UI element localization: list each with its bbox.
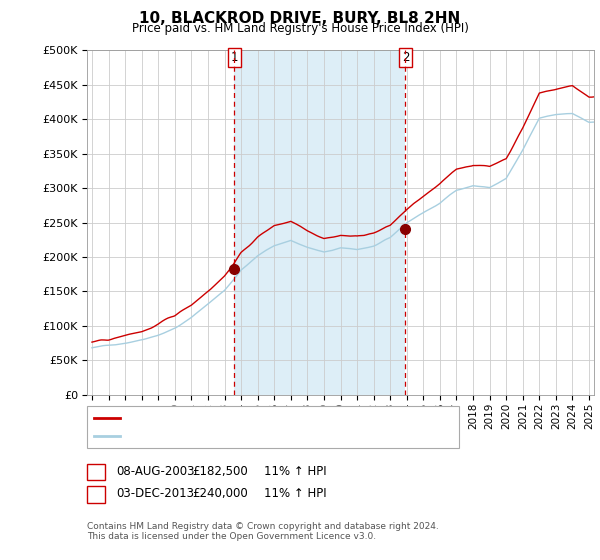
Text: 08-AUG-2003: 08-AUG-2003 (116, 465, 194, 478)
Bar (235, 50, 406, 395)
Text: 11% ↑ HPI: 11% ↑ HPI (264, 465, 326, 478)
Text: £182,500: £182,500 (192, 465, 248, 478)
Text: 2: 2 (92, 487, 100, 501)
Text: 03-DEC-2013: 03-DEC-2013 (116, 487, 194, 501)
Text: 10, BLACKROD DRIVE, BURY, BL8 2HN (detached house): 10, BLACKROD DRIVE, BURY, BL8 2HN (detac… (125, 413, 418, 423)
Text: 2: 2 (401, 51, 409, 64)
Text: Price paid vs. HM Land Registry's House Price Index (HPI): Price paid vs. HM Land Registry's House … (131, 22, 469, 35)
Text: 10, BLACKROD DRIVE, BURY, BL8 2HN: 10, BLACKROD DRIVE, BURY, BL8 2HN (139, 11, 461, 26)
Text: 11% ↑ HPI: 11% ↑ HPI (264, 487, 326, 501)
Text: 1: 1 (92, 465, 100, 478)
Text: HPI: Average price, detached house, Bury: HPI: Average price, detached house, Bury (125, 431, 342, 441)
Text: 1: 1 (231, 51, 238, 64)
Text: Contains HM Land Registry data © Crown copyright and database right 2024.
This d: Contains HM Land Registry data © Crown c… (87, 522, 439, 542)
Text: £240,000: £240,000 (192, 487, 248, 501)
